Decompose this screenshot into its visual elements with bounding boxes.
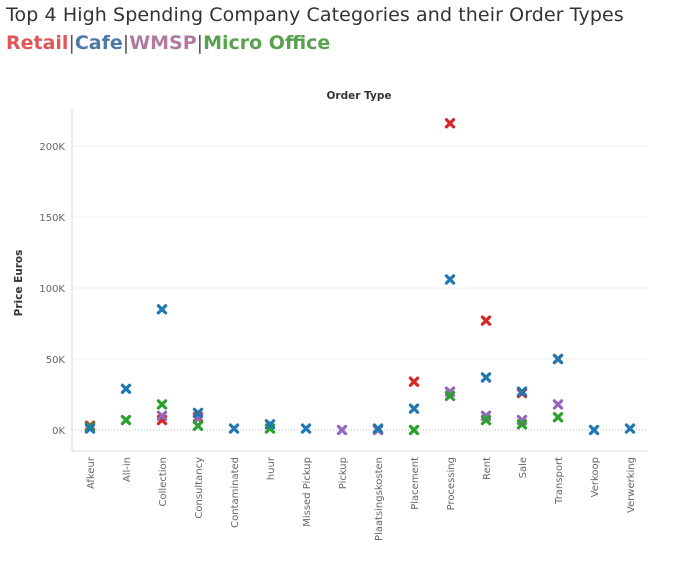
column-header-order-type: Order Type [327, 90, 392, 102]
data-point [192, 407, 204, 419]
x-tick-label: Plaatsingskosten [374, 457, 385, 541]
data-point-stroke [516, 419, 528, 430]
data-point [624, 423, 636, 434]
x-tick-label: huur [266, 456, 277, 480]
x-tick-label: Rent [482, 457, 493, 480]
x-tick-label: Pickup [338, 457, 349, 489]
data-point-stroke [120, 414, 132, 426]
data-point-stroke [264, 419, 276, 430]
data-point-stroke [480, 372, 492, 383]
legend-item-micro-office[interactable]: Micro Office [203, 32, 331, 54]
data-point-stroke [444, 390, 456, 402]
data-point-stroke [120, 383, 132, 395]
data-point [336, 424, 348, 436]
data-point [228, 423, 240, 434]
x-tick-label: Placement [410, 457, 421, 510]
y-tick-label: 150K [39, 213, 65, 224]
data-point-stroke [444, 118, 456, 129]
data-point-stroke [156, 410, 168, 421]
x-tick-label: Transport [554, 457, 565, 505]
data-point [552, 399, 564, 410]
data-point-stroke [84, 423, 96, 434]
x-tick-label: Collection [158, 457, 169, 506]
data-point-stroke [336, 424, 348, 436]
data-point-stroke [192, 407, 204, 419]
data-point [444, 274, 456, 285]
data-point [408, 424, 420, 436]
data-point [192, 420, 204, 431]
x-tick-label: All-in [122, 457, 133, 482]
data-point-stroke [552, 399, 564, 410]
y-tick-label: 100K [39, 284, 65, 295]
data-point [480, 414, 492, 426]
x-tick-label: Consultancy [194, 457, 205, 519]
data-point [480, 315, 492, 326]
x-tick-label: Afkeur [86, 456, 97, 489]
data-point [588, 424, 600, 436]
x-tick-label: Sale [518, 457, 529, 478]
data-point [516, 386, 528, 397]
data-point-stroke [408, 424, 420, 436]
data-point [552, 353, 564, 365]
x-tick-label: Processing [446, 457, 457, 510]
data-point [156, 399, 168, 410]
data-point [84, 423, 96, 434]
x-tick-label: Missed Pickup [302, 457, 313, 527]
x-tick-label: Contaminated [230, 457, 241, 528]
data-point [480, 372, 492, 383]
data-point-stroke [156, 399, 168, 410]
data-point [408, 403, 420, 414]
data-point [300, 423, 312, 434]
x-tick-label: Verkoop [590, 457, 601, 497]
y-tick-label: 0K [52, 426, 65, 437]
data-point-stroke [516, 386, 528, 397]
data-point-stroke [480, 414, 492, 426]
data-points [84, 118, 636, 436]
y-axis-title: Price Euros [13, 250, 25, 317]
data-point-stroke [552, 412, 564, 423]
legend-item-retail[interactable]: Retail [6, 32, 69, 54]
data-point [444, 390, 456, 402]
data-point [156, 304, 168, 315]
x-tick-label: Verwerking [626, 457, 637, 513]
y-axis: 0K 50K 100K 150K 200K [39, 110, 73, 451]
x-axis: Afkeur All-in Collection Consultancy Contami… [72, 450, 648, 541]
chart-title: Top 4 High Spending Company Categories a… [6, 4, 624, 26]
data-point [372, 423, 384, 434]
legend-item-cafe[interactable]: Cafe [74, 32, 123, 54]
data-point-stroke [156, 304, 168, 315]
legend-item-wmsp[interactable]: WMSP [129, 32, 197, 54]
legend: Retail|Cafe|WMSP|Micro Office [6, 32, 330, 54]
data-point [264, 419, 276, 430]
data-point-stroke [552, 353, 564, 365]
data-point-stroke [480, 315, 492, 326]
data-point-stroke [408, 376, 420, 387]
data-point-stroke [372, 423, 384, 434]
legend-separator: | [196, 32, 204, 54]
gridlines [72, 145, 648, 431]
legend-separator: | [122, 32, 130, 54]
data-point [516, 419, 528, 430]
data-point-stroke [624, 423, 636, 434]
data-point [156, 410, 168, 421]
data-point-stroke [300, 423, 312, 434]
y-tick-label: 200K [39, 142, 65, 153]
data-point-stroke [228, 423, 240, 434]
legend-separator: | [68, 32, 75, 54]
data-point-stroke [408, 403, 420, 414]
y-tick-label: 50K [46, 355, 66, 366]
data-point-stroke [588, 424, 600, 436]
data-point [408, 376, 420, 387]
data-point-stroke [444, 274, 456, 285]
data-point [120, 414, 132, 426]
data-point [120, 383, 132, 395]
data-point [444, 118, 456, 129]
data-point [552, 412, 564, 423]
data-point-stroke [192, 420, 204, 431]
